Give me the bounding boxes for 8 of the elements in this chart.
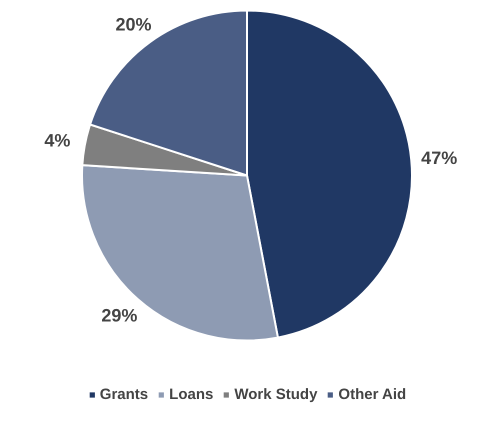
legend-label: Work Study [234, 386, 318, 403]
data-label: 47% [421, 148, 458, 168]
data-label: 4% [44, 130, 70, 151]
data-label: 29% [101, 305, 138, 326]
legend-label: Loans [169, 386, 214, 403]
legend-label: Grants [100, 386, 148, 403]
data-label: 20% [116, 14, 152, 35]
legend-label: Other Aid [338, 386, 406, 403]
